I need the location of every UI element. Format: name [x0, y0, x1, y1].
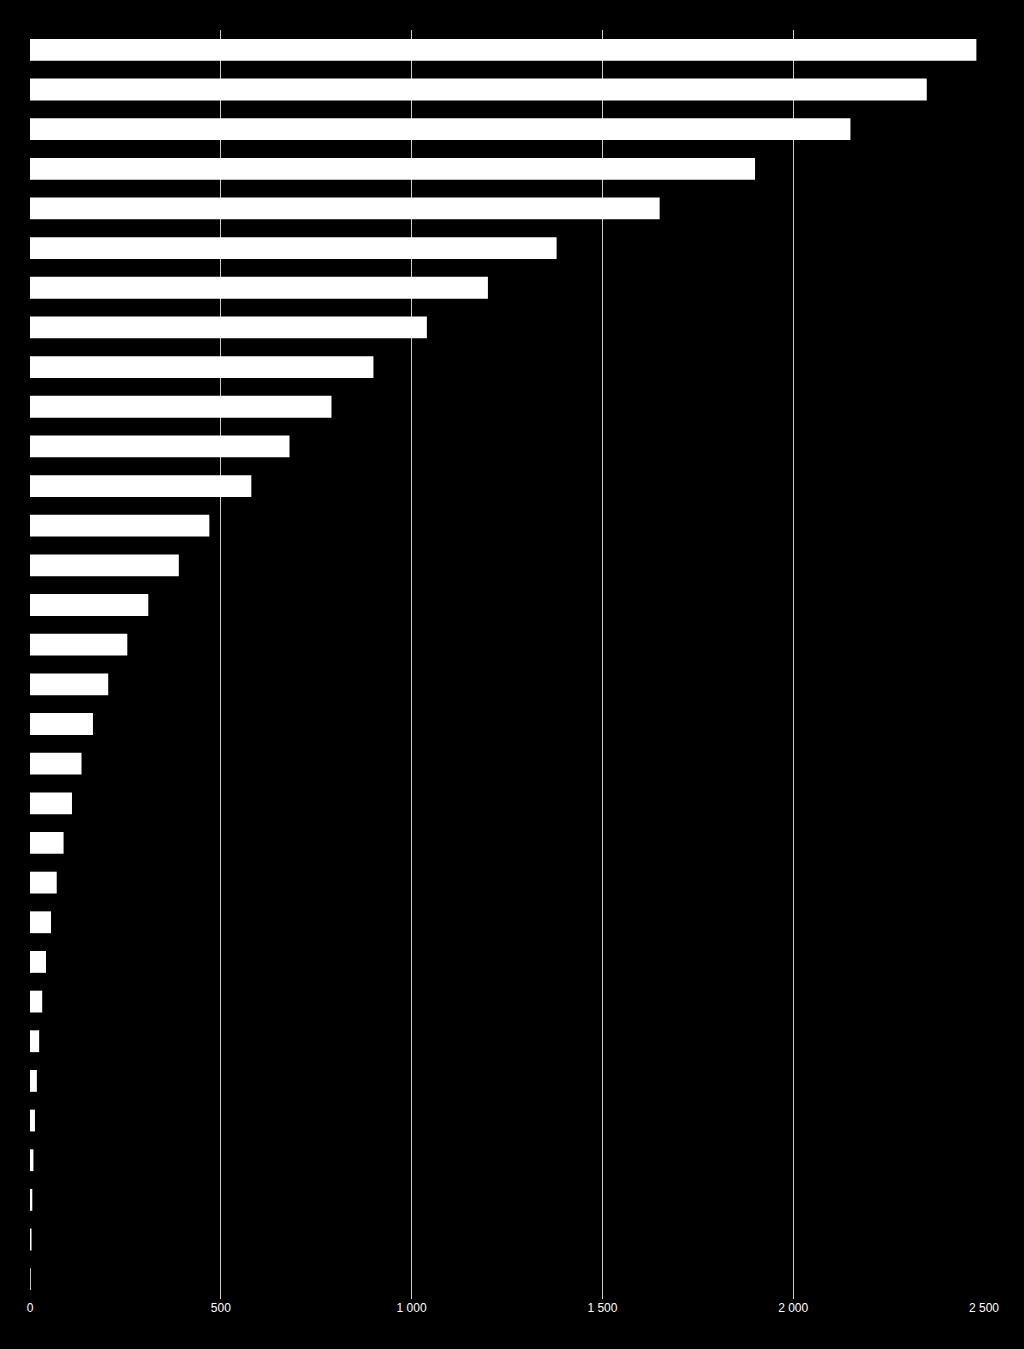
svg-text:1 500: 1 500	[587, 1301, 617, 1315]
svg-text:1 000: 1 000	[397, 1301, 427, 1315]
svg-text:2 000: 2 000	[778, 1301, 808, 1315]
svg-text:0: 0	[27, 1301, 34, 1315]
svg-text:2 500: 2 500	[969, 1301, 999, 1315]
svg-text:500: 500	[211, 1301, 231, 1315]
